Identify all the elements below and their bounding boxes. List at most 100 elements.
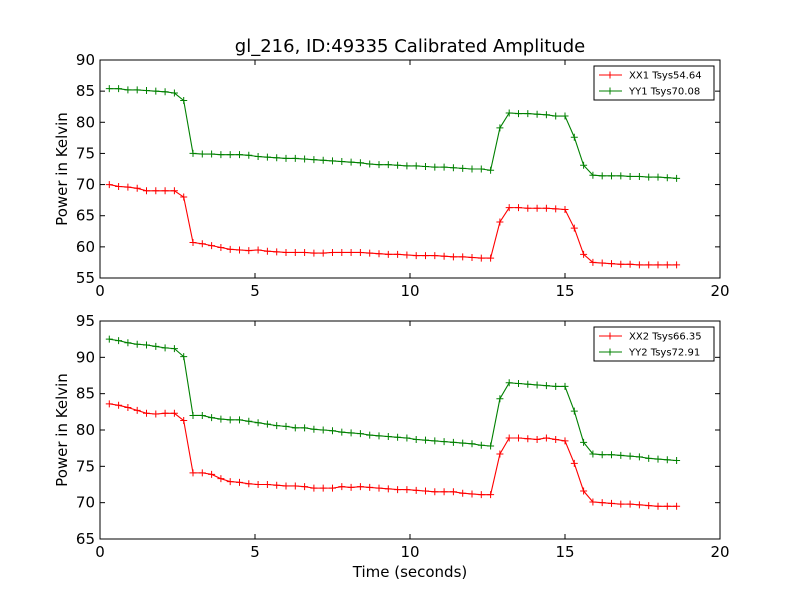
data-point [533, 110, 541, 118]
data-point [356, 483, 364, 491]
data-point [422, 487, 429, 495]
data-point [301, 424, 309, 432]
chart-title: gl_216, ID:49335 Calibrated Amplitude [235, 36, 585, 57]
data-point [477, 165, 485, 173]
data-point [180, 193, 188, 201]
data-point [431, 437, 439, 445]
data-point [291, 154, 299, 162]
data-point [115, 85, 123, 93]
data-point [254, 419, 262, 427]
data-point [394, 433, 402, 441]
data-point [431, 252, 439, 260]
data-point [124, 86, 132, 94]
data-point [301, 155, 309, 163]
data-point [124, 183, 132, 191]
data-point [366, 483, 374, 491]
data-point [580, 250, 588, 258]
data-point [375, 432, 383, 440]
data-point [152, 410, 160, 418]
data-point [124, 339, 132, 347]
data-point [254, 153, 262, 161]
legend-marker [606, 348, 614, 356]
legend-box [593, 65, 715, 101]
data-point [310, 156, 318, 164]
data-point [226, 416, 234, 424]
data-point [608, 451, 615, 459]
data-point [105, 335, 113, 343]
y-tick-label: 70 [76, 494, 95, 512]
legend-marker [606, 87, 614, 95]
data-point [384, 161, 392, 169]
data-point [598, 451, 606, 459]
data-point [310, 484, 318, 492]
data-point [394, 486, 402, 494]
data-point [170, 187, 178, 195]
x-tick-label: 15 [555, 543, 574, 561]
data-point [217, 243, 225, 251]
data-point [663, 261, 671, 269]
data-point [115, 401, 123, 409]
series-xx2 [105, 400, 681, 510]
legend-label: XX1 Tsys54.64 [629, 71, 702, 82]
data-point [570, 459, 578, 467]
data-point [291, 482, 299, 490]
data-point [245, 247, 253, 255]
data-point [524, 110, 532, 118]
data-point [589, 258, 597, 266]
data-point [375, 161, 383, 169]
data-point [496, 450, 504, 458]
data-point [626, 260, 634, 268]
data-point [152, 342, 160, 350]
legend-box [593, 326, 715, 362]
data-point [635, 261, 643, 269]
data-point [524, 435, 532, 443]
legend-label: YY1 Tsys70.08 [628, 87, 700, 98]
data-point [291, 424, 299, 432]
data-point [161, 344, 169, 352]
data-point [449, 253, 457, 261]
data-point [459, 439, 467, 447]
data-point [282, 248, 290, 256]
data-point [533, 435, 541, 443]
data-point [263, 153, 271, 161]
data-point [273, 248, 281, 256]
x-tick-label: 5 [250, 282, 260, 300]
data-point [422, 436, 429, 444]
data-point [356, 248, 364, 256]
data-point [152, 187, 160, 195]
data-point [673, 502, 681, 510]
data-point [459, 489, 467, 497]
data-point [329, 427, 336, 435]
data-point [384, 485, 392, 493]
y-tick-label: 70 [76, 176, 95, 194]
data-point [189, 411, 197, 419]
data-point [217, 415, 225, 423]
y-tick-label: 75 [76, 457, 95, 475]
data-point [366, 431, 374, 439]
data-point [143, 409, 150, 417]
data-point [356, 430, 364, 438]
data-point [375, 484, 383, 492]
data-point [533, 204, 541, 212]
data-point [654, 455, 662, 463]
x-axis-label: Time (seconds) [352, 563, 468, 581]
data-point [617, 500, 625, 508]
data-point [524, 380, 532, 388]
data-point [505, 379, 513, 387]
data-point [180, 96, 188, 104]
data-point [384, 433, 392, 441]
data-point [347, 429, 355, 437]
data-point [254, 246, 262, 254]
data-point [273, 422, 281, 430]
data-point [319, 249, 327, 257]
data-point [673, 174, 681, 182]
legend: XX1 Tsys54.64 YY1 Tsys70.08 [593, 65, 715, 101]
data-point [180, 353, 188, 361]
y-tick-label: 90 [76, 51, 95, 69]
data-point [496, 218, 504, 226]
legend-marker [606, 332, 614, 340]
data-point [208, 242, 216, 250]
data-point [105, 85, 113, 93]
data-point [570, 224, 578, 232]
data-point [487, 254, 495, 262]
